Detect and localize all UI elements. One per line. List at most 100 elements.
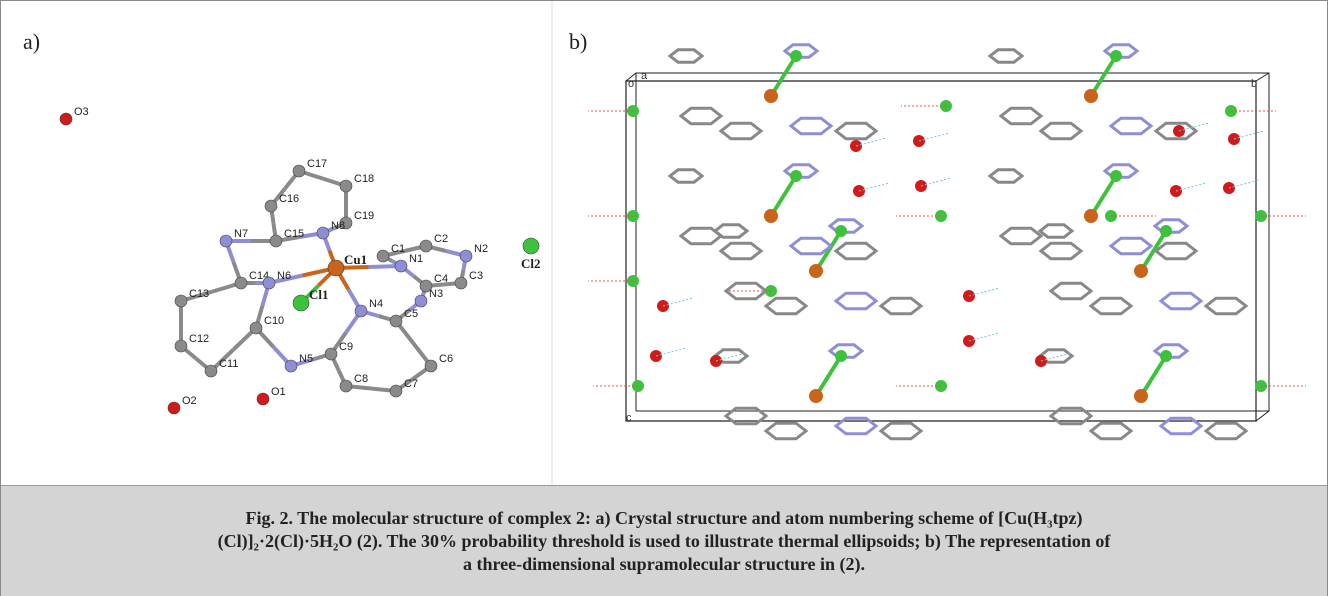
atom bbox=[835, 350, 847, 362]
bond bbox=[1141, 356, 1166, 396]
atom bbox=[1110, 50, 1122, 62]
figure: a) b) C17C18C16C19C15N8N7C1N1C2N2C3Cu1C1… bbox=[0, 0, 1328, 596]
ring bbox=[1001, 108, 1041, 124]
atom bbox=[1134, 389, 1148, 403]
ring bbox=[791, 118, 831, 134]
ring bbox=[791, 238, 831, 254]
atom bbox=[390, 385, 402, 397]
atom-label: Cl2 bbox=[521, 256, 541, 271]
cell-edge bbox=[1256, 73, 1269, 81]
atom-label: Cu1 bbox=[344, 252, 367, 267]
atom bbox=[340, 380, 352, 392]
atom-label: Cl1 bbox=[309, 287, 329, 302]
atom-label: N4 bbox=[369, 298, 383, 310]
figure-art: a) b) C17C18C16C19C15N8N7C1N1C2N2C3Cu1C1… bbox=[1, 1, 1327, 485]
ring bbox=[1161, 293, 1201, 309]
atom bbox=[1084, 89, 1098, 103]
atom bbox=[235, 277, 247, 289]
atom-label: C7 bbox=[404, 378, 418, 390]
atom bbox=[1110, 170, 1122, 182]
atom bbox=[270, 235, 282, 247]
ring bbox=[1206, 423, 1246, 439]
axis-label: b bbox=[1251, 78, 1257, 90]
atom-label: C13 bbox=[189, 288, 209, 300]
atom-label: C6 bbox=[439, 353, 453, 365]
ring bbox=[836, 243, 876, 259]
atom-label: C1 bbox=[391, 243, 405, 255]
ring bbox=[766, 423, 806, 439]
unit-cell bbox=[626, 73, 1269, 421]
atom bbox=[415, 295, 427, 307]
atom-label: C4 bbox=[434, 273, 448, 285]
ring bbox=[681, 108, 721, 124]
caption-line: (Cl)]₂·2(Cl)·5H₂O (2). The 30% probabili… bbox=[218, 530, 1111, 553]
ring bbox=[681, 228, 721, 244]
atom bbox=[395, 260, 407, 272]
atom-label: C3 bbox=[469, 270, 483, 282]
ring bbox=[1111, 118, 1151, 134]
h-bond bbox=[1234, 131, 1264, 139]
atom-label: N2 bbox=[474, 243, 488, 255]
atom-label: N3 bbox=[429, 288, 443, 300]
atom bbox=[1160, 350, 1172, 362]
atom-label: C9 bbox=[339, 341, 353, 353]
atom bbox=[523, 238, 539, 254]
ring bbox=[670, 50, 702, 62]
atom-label: C10 bbox=[264, 315, 284, 327]
caption-line: a three-dimensional supramolecular struc… bbox=[463, 553, 865, 576]
atom-label: C12 bbox=[189, 333, 209, 345]
bond bbox=[1091, 176, 1116, 216]
atom bbox=[317, 227, 329, 239]
atom bbox=[1134, 264, 1148, 278]
ring bbox=[1041, 123, 1081, 139]
axis-label: a bbox=[641, 70, 648, 82]
ring bbox=[721, 123, 761, 139]
atom bbox=[257, 393, 269, 405]
atom-label: C2 bbox=[434, 233, 448, 245]
atom bbox=[455, 277, 467, 289]
h-bond bbox=[921, 178, 951, 186]
atom-label: O1 bbox=[271, 386, 286, 398]
ring bbox=[670, 170, 702, 182]
panel-label: b) bbox=[569, 29, 587, 54]
panel-label: a) bbox=[23, 29, 40, 54]
ring bbox=[1206, 298, 1246, 314]
atom-label: O2 bbox=[182, 395, 197, 407]
atom bbox=[60, 113, 72, 125]
atom-label: C5 bbox=[404, 308, 418, 320]
ring bbox=[1051, 283, 1091, 299]
atom bbox=[790, 170, 802, 182]
atom bbox=[293, 295, 309, 311]
atom-label: C19 bbox=[354, 210, 374, 222]
atom-label: N8 bbox=[331, 220, 345, 232]
atom-label: N1 bbox=[409, 253, 423, 265]
axis-label: o bbox=[628, 78, 634, 90]
h-bond bbox=[656, 348, 686, 356]
bond bbox=[1091, 56, 1116, 96]
ring bbox=[836, 123, 876, 139]
atom bbox=[377, 250, 389, 262]
ring bbox=[766, 298, 806, 314]
atom bbox=[425, 360, 437, 372]
bond bbox=[771, 56, 796, 96]
bond bbox=[816, 356, 841, 396]
h-bond bbox=[859, 183, 889, 191]
atom bbox=[250, 322, 262, 334]
ring bbox=[721, 243, 761, 259]
atom bbox=[460, 250, 472, 262]
bond bbox=[771, 176, 796, 216]
atom-label: N7 bbox=[234, 228, 248, 240]
ring bbox=[1091, 298, 1131, 314]
h-bond bbox=[919, 133, 949, 141]
ring bbox=[990, 50, 1022, 62]
ring bbox=[1091, 423, 1131, 439]
atom bbox=[1160, 225, 1172, 237]
atom bbox=[1084, 209, 1098, 223]
atom bbox=[205, 365, 217, 377]
atom-label: C11 bbox=[219, 358, 238, 370]
atom bbox=[809, 389, 823, 403]
atom bbox=[285, 360, 297, 372]
ring bbox=[1041, 243, 1081, 259]
atom bbox=[175, 295, 187, 307]
h-bond bbox=[969, 333, 999, 341]
